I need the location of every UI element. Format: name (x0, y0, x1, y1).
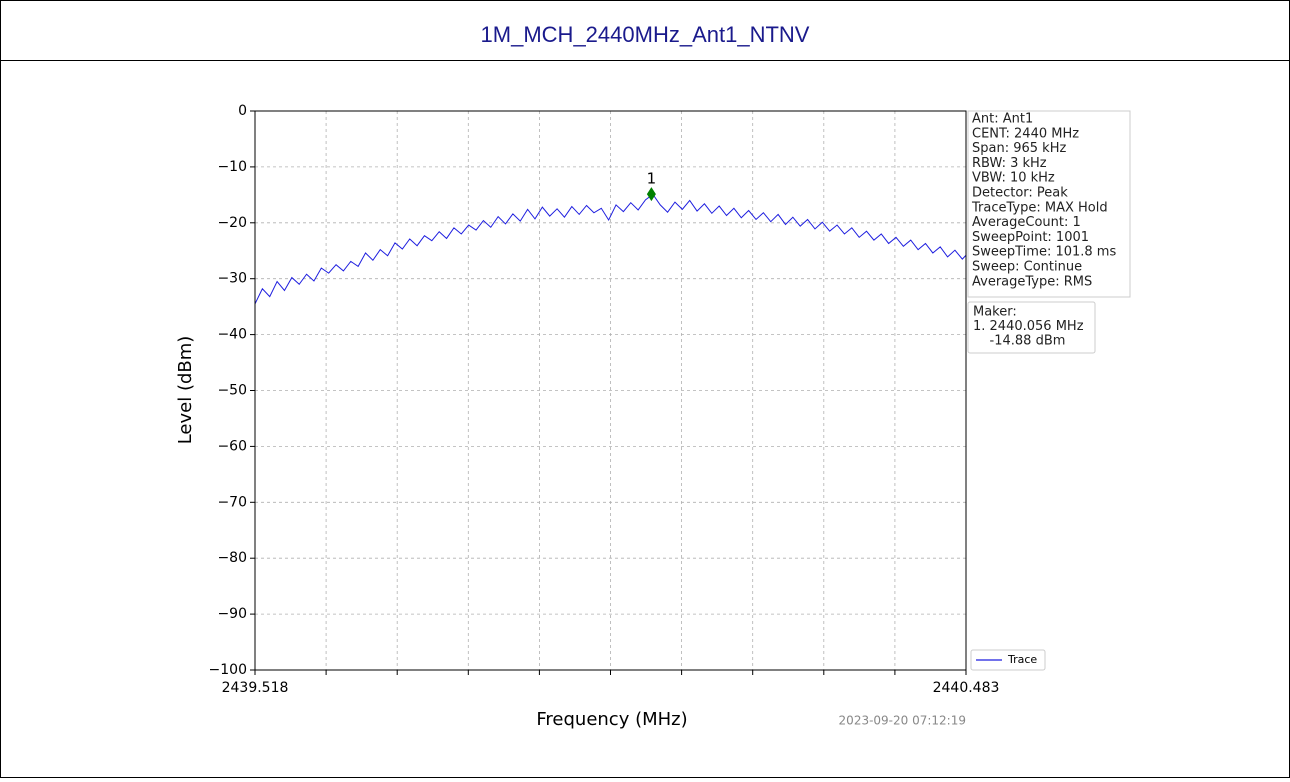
timestamp: 2023-09-20 07:12:19 (839, 714, 966, 728)
x-tick-label: 2440.483 (933, 680, 1000, 696)
info-line: RBW: 3 kHz (972, 156, 1047, 171)
y-tick-label: −10 (217, 159, 247, 175)
marker-box (967, 301, 1096, 354)
peak-marker (646, 187, 656, 202)
info-line: SweepPoint: 1001 (972, 230, 1089, 245)
info-line: Ant: Ant1 (972, 112, 1033, 127)
marker-info: Maker: (973, 305, 1017, 320)
legend-box (970, 649, 1046, 671)
chart-title: 1M_MCH_2440MHz_Ant1_NTNV (481, 22, 810, 47)
info-line: Span: 965 kHz (972, 141, 1066, 156)
info-line: VBW: 10 kHz (972, 171, 1055, 186)
marker-label: 1 (647, 170, 657, 188)
y-tick-label: −50 (217, 383, 247, 399)
info-line: Detector: Peak (972, 186, 1068, 201)
info-line: AverageCount: 1 (972, 215, 1081, 230)
y-tick-label: −100 (209, 662, 247, 678)
y-tick-label: −80 (217, 550, 247, 566)
marker-info: -14.88 dBm (973, 334, 1065, 349)
y-tick-label: −20 (217, 215, 247, 231)
info-line: TraceType: MAX Hold (971, 200, 1108, 215)
y-tick-label: 0 (238, 103, 247, 119)
y-tick-label: −30 (217, 271, 247, 287)
marker-info: 1. 2440.056 MHz (973, 319, 1084, 334)
y-tick-label: −70 (217, 494, 247, 510)
y-tick-label: −40 (217, 327, 247, 343)
info-line: SweepTime: 101.8 ms (972, 245, 1116, 260)
x-axis-label: Frequency (MHz) (536, 709, 687, 730)
info-line: AverageType: RMS (972, 274, 1092, 289)
legend-label: Trace (1007, 653, 1037, 666)
info-line: CENT: 2440 MHz (972, 126, 1079, 141)
x-tick-label: 2439.518 (222, 680, 289, 696)
y-tick-label: −90 (217, 606, 247, 622)
info-line: Sweep: Continue (972, 260, 1082, 275)
info-box (967, 110, 1131, 298)
trace-line (254, 193, 967, 305)
y-axis-label: Level (dBm) (175, 336, 196, 445)
y-tick-label: −60 (217, 438, 247, 454)
plot-frame (254, 110, 967, 671)
